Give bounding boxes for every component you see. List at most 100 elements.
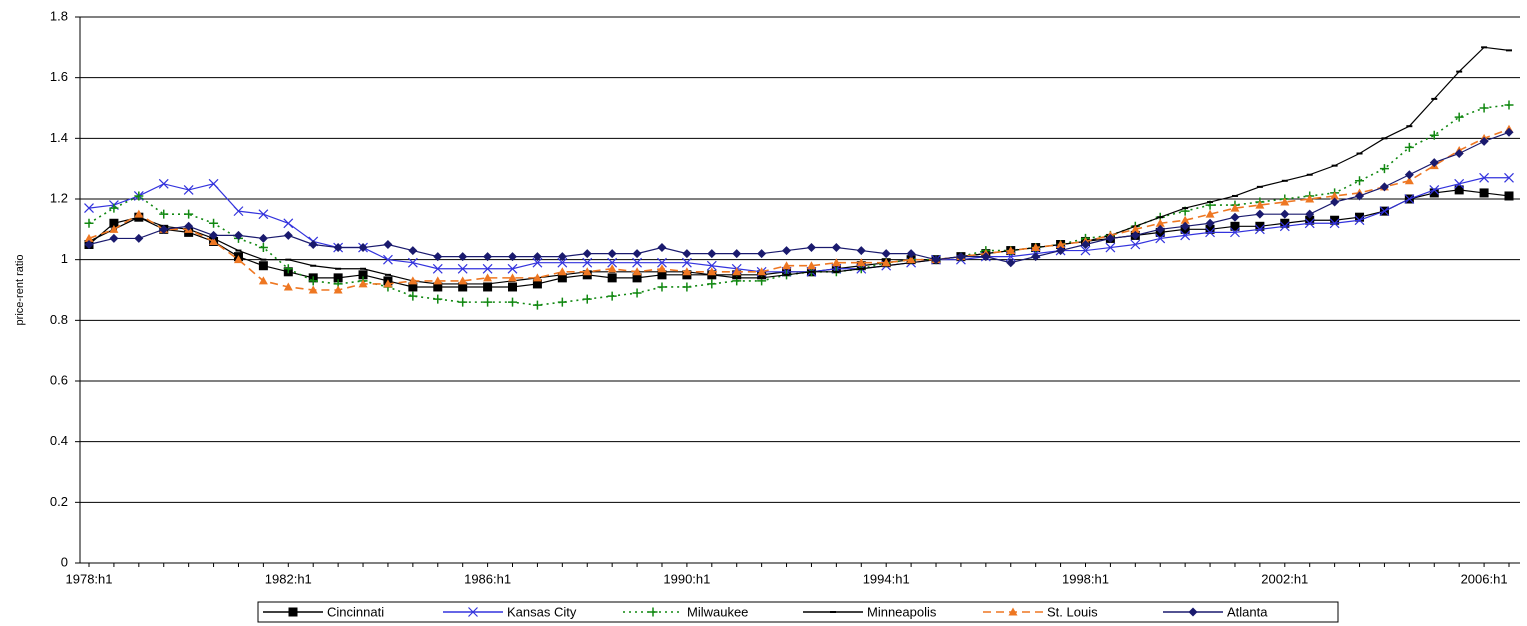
data-point (757, 267, 767, 276)
data-point (258, 233, 268, 243)
data-point (383, 279, 393, 288)
data-point (1504, 172, 1514, 183)
data-point (657, 264, 667, 273)
data-point (1205, 209, 1215, 218)
data-point (1429, 158, 1439, 168)
y-tick-label: 1.8 (50, 8, 68, 23)
data-point (1379, 164, 1389, 174)
data-point (483, 252, 493, 262)
y-tick-label: 0.6 (50, 372, 68, 387)
data-point (1180, 221, 1190, 231)
data-point (483, 273, 493, 282)
data-point (707, 267, 717, 276)
data-point (134, 191, 144, 201)
data-point (308, 285, 318, 294)
x-tick-label: 1978:h1 (66, 571, 113, 586)
data-point (1355, 191, 1365, 201)
data-point (1330, 215, 1340, 225)
data-point (1305, 215, 1315, 225)
data-point (258, 276, 268, 285)
data-point (84, 240, 94, 249)
data-point (458, 276, 468, 285)
data-point (557, 267, 567, 276)
data-point (258, 209, 269, 220)
data-point (1105, 233, 1115, 243)
data-point (383, 254, 393, 265)
series-line (88, 46, 1510, 285)
legend (257, 601, 1339, 623)
data-point (333, 273, 343, 283)
data-point (1429, 184, 1440, 195)
data-point (1205, 227, 1215, 238)
data-point (1155, 224, 1165, 234)
data-point (358, 270, 368, 280)
data-point (1255, 200, 1265, 209)
y-tick-label: 1.2 (50, 190, 68, 205)
data-point (732, 267, 742, 276)
data-point (981, 252, 991, 262)
data-point (1105, 242, 1116, 253)
data-point (258, 261, 268, 271)
data-point (1479, 103, 1489, 113)
data-point (1006, 246, 1016, 255)
data-point (682, 267, 692, 276)
data-point (632, 273, 642, 283)
data-point (1031, 252, 1041, 262)
y-tick-label: 1 (61, 251, 68, 266)
data-point (134, 233, 144, 243)
data-point (582, 267, 592, 276)
data-point (1230, 203, 1240, 212)
data-point (1230, 221, 1240, 231)
data-point (757, 249, 767, 259)
data-point (209, 236, 219, 245)
data-point (1230, 227, 1240, 238)
legend-label: Cincinnati (327, 604, 384, 619)
x-tick-label: 1982:h1 (265, 571, 312, 586)
data-point (383, 240, 393, 249)
data-point (607, 257, 618, 268)
data-point (557, 273, 567, 283)
data-point (1279, 221, 1290, 232)
data-point (632, 249, 642, 259)
data-point (283, 282, 293, 291)
data-point (1006, 258, 1016, 268)
data-point (1130, 230, 1140, 240)
data-point (657, 270, 667, 280)
data-point (1479, 172, 1490, 183)
data-point (1504, 100, 1514, 110)
x-tick-label: 1986:h1 (464, 571, 511, 586)
data-point (806, 243, 816, 253)
series-line (88, 189, 1510, 288)
data-point (109, 203, 119, 213)
data-point (358, 243, 368, 253)
data-point (782, 261, 792, 270)
data-point (209, 218, 219, 228)
data-point (333, 285, 343, 294)
x-tick-label: 1998:h1 (1062, 571, 1109, 586)
data-point (682, 249, 692, 259)
y-tick-label: 0.2 (50, 494, 68, 509)
data-point (1454, 185, 1464, 195)
data-point (1354, 215, 1365, 226)
data-point (407, 257, 418, 268)
data-point (508, 273, 518, 282)
data-point (607, 264, 617, 273)
data-point (1155, 233, 1166, 244)
data-point (1180, 230, 1191, 241)
data-point (532, 300, 542, 310)
y-axis-label: price-rent ratio (14, 255, 26, 326)
data-point (1479, 188, 1489, 198)
x-tick-label: 2006:h1 (1461, 571, 1508, 586)
data-point (831, 243, 841, 253)
data-point (607, 249, 617, 259)
data-point (258, 243, 268, 253)
data-point (184, 209, 194, 219)
x-tick-label: 1990:h1 (663, 571, 710, 586)
data-point (582, 294, 592, 304)
data-point (1254, 224, 1265, 235)
data-point (508, 282, 518, 292)
data-point (433, 276, 443, 285)
legend-marker (1188, 607, 1198, 617)
data-point (1330, 191, 1340, 200)
